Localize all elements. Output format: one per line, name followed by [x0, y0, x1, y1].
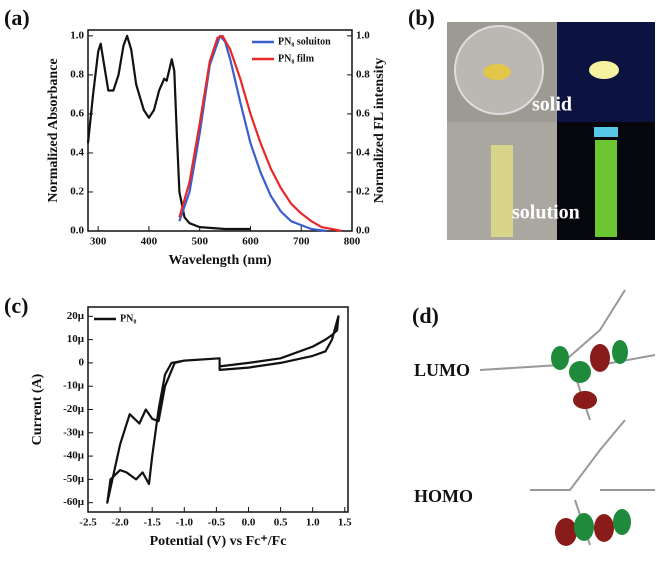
vial: [491, 145, 513, 237]
series-line: [88, 36, 251, 229]
orbital-lobe: [551, 346, 569, 370]
y2-axis-title: Normalized FL intensity: [372, 58, 387, 203]
orbital-lobe: [573, 391, 597, 409]
molecule: [480, 290, 655, 545]
y-tick-label: -30μ: [63, 426, 85, 438]
x-tick-label: 700: [293, 236, 310, 248]
y2-tick-label: 1.0: [356, 29, 370, 41]
orbital-lobe: [555, 518, 577, 546]
legend-label: PN₈ soluiton: [278, 36, 331, 47]
y2-tick-label: 0.4: [356, 146, 370, 158]
orbital-lobe: [613, 509, 631, 535]
panel-label: (c): [4, 293, 28, 318]
x-tick-label: 0.5: [274, 517, 288, 529]
y-tick-label: -40μ: [63, 450, 85, 462]
vial: [595, 140, 617, 237]
photo-label: solid: [532, 94, 572, 116]
panel-label: (b): [408, 5, 435, 30]
x-axis-title: Potential (V) vs Fc⁺/Fc: [150, 534, 287, 549]
x-tick-label: 300: [90, 236, 107, 248]
y2-tick-label: 0.0: [356, 225, 370, 237]
figure: (a) (b) (c) (d) solid solution LUMO HOMO…: [0, 0, 657, 573]
x-tick-label: 600: [242, 236, 259, 248]
y-tick-label: 1.0: [70, 29, 84, 41]
x-tick-label: -2.5: [79, 517, 97, 529]
y-axis-title: Normalized Absorbance: [46, 58, 61, 202]
legend-label: PN₈: [120, 313, 136, 324]
x-tick-label: 1.5: [338, 517, 352, 529]
solid-sample: [589, 61, 619, 79]
y-axis-title: Current (A): [30, 373, 45, 445]
series-line: [179, 36, 326, 231]
y-tick-label: -50μ: [63, 473, 85, 485]
orbital-label: LUMO: [414, 360, 470, 380]
y-tick-label: -10μ: [63, 380, 85, 392]
y2-tick-label: 0.2: [356, 186, 370, 198]
orbital-lobe: [574, 513, 594, 541]
y-tick-label: 10μ: [67, 333, 85, 345]
orbital-label: HOMO: [414, 486, 473, 506]
photo: solid solution: [447, 22, 655, 240]
x-tick-label: 800: [344, 236, 361, 248]
x-tick-label: -1.5: [143, 517, 161, 529]
x-tick-label: 0.0: [242, 517, 256, 529]
x-tick-label: -1.0: [176, 517, 194, 529]
series-line: [179, 36, 341, 231]
orbital-lobe: [612, 340, 628, 364]
y2-tick-label: 0.6: [356, 107, 370, 119]
solid-sample: [483, 64, 511, 80]
vial-cap: [594, 127, 618, 137]
y-tick-label: 0.2: [70, 186, 84, 198]
x-tick-label: 500: [191, 236, 208, 248]
orbitals: LUMO HOMO: [414, 290, 655, 546]
panel-label: (a): [4, 5, 30, 30]
legend-label: PN₈ film: [278, 53, 315, 64]
x-tick-label: 400: [141, 236, 158, 248]
x-axis-title: Wavelength (nm): [168, 253, 271, 268]
y-tick-label: -20μ: [63, 403, 85, 415]
y-tick-label: 0: [79, 356, 85, 368]
y-tick-label: 0.0: [70, 225, 84, 237]
series-line: [107, 316, 338, 502]
orbital-lobe: [594, 514, 614, 542]
x-tick-label: -2.0: [111, 517, 129, 529]
y-tick-label: 20μ: [67, 310, 85, 322]
x-tick-label: -0.5: [208, 517, 226, 529]
y-tick-label: 0.8: [70, 68, 84, 80]
orbital-lobe: [590, 344, 610, 372]
orbital-lobe: [569, 361, 591, 383]
panel-label: (d): [412, 303, 439, 328]
y2-tick-label: 0.8: [356, 68, 370, 80]
y-tick-label: 0.6: [70, 107, 84, 119]
y-tick-label: 0.4: [70, 146, 84, 158]
x-tick-label: 1.0: [306, 517, 320, 529]
y-tick-label: -60μ: [63, 496, 85, 508]
plot-frame: [88, 307, 348, 512]
photo-label: solution: [512, 202, 580, 224]
